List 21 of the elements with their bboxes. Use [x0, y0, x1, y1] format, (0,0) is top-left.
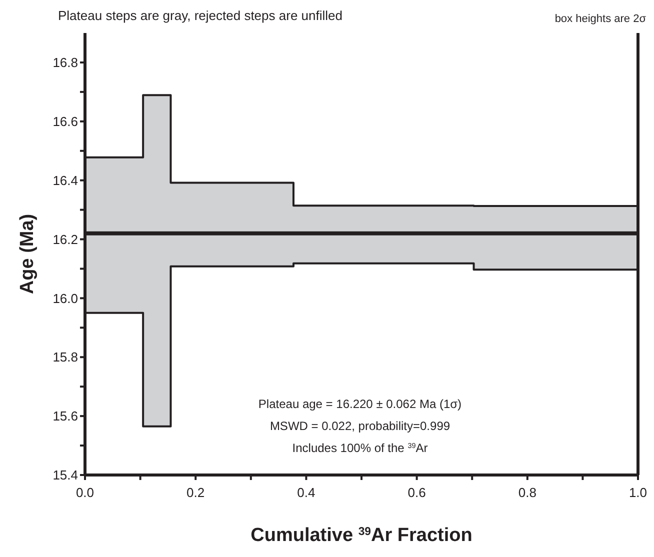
y-tick-label: 16.2: [52, 232, 78, 247]
x-tick-label: 0.8: [518, 485, 536, 500]
x-tick-label: 0.0: [76, 485, 94, 500]
annotation: MSWD = 0.022, probability=0.999: [270, 419, 450, 433]
text: box heights are 2σ: [554, 13, 646, 25]
y-tick-label: 15.6: [52, 408, 78, 424]
y-tick-label: 16.0: [52, 290, 78, 306]
x-axis-title: Cumulative $^{39}$Ar Fraction: [250, 525, 472, 546]
x-tick-label: 0.4: [297, 485, 316, 500]
y-axis-title: Age (Ma): [17, 214, 38, 294]
x-tick-label: 0.6: [408, 485, 426, 500]
annotation: Plateau age = 16.220 ± 0.062 Ma (1σ): [258, 397, 462, 411]
chart-title: Plateau steps are gray, rejected steps are unfilled: [58, 8, 342, 23]
y-tick-label: 16.6: [52, 114, 78, 130]
x-tick-label: 0.2: [186, 485, 205, 500]
y-tick-label: 16.4: [52, 172, 78, 188]
y-tick-label: 15.8: [52, 350, 78, 365]
y-tick-label: 16.8: [52, 55, 78, 70]
x-tick-label: 1.0: [628, 485, 648, 500]
annotation: Includes 100% of the $^{39}$Ar: [292, 440, 428, 455]
y-tick-label: 15.4: [52, 468, 78, 483]
